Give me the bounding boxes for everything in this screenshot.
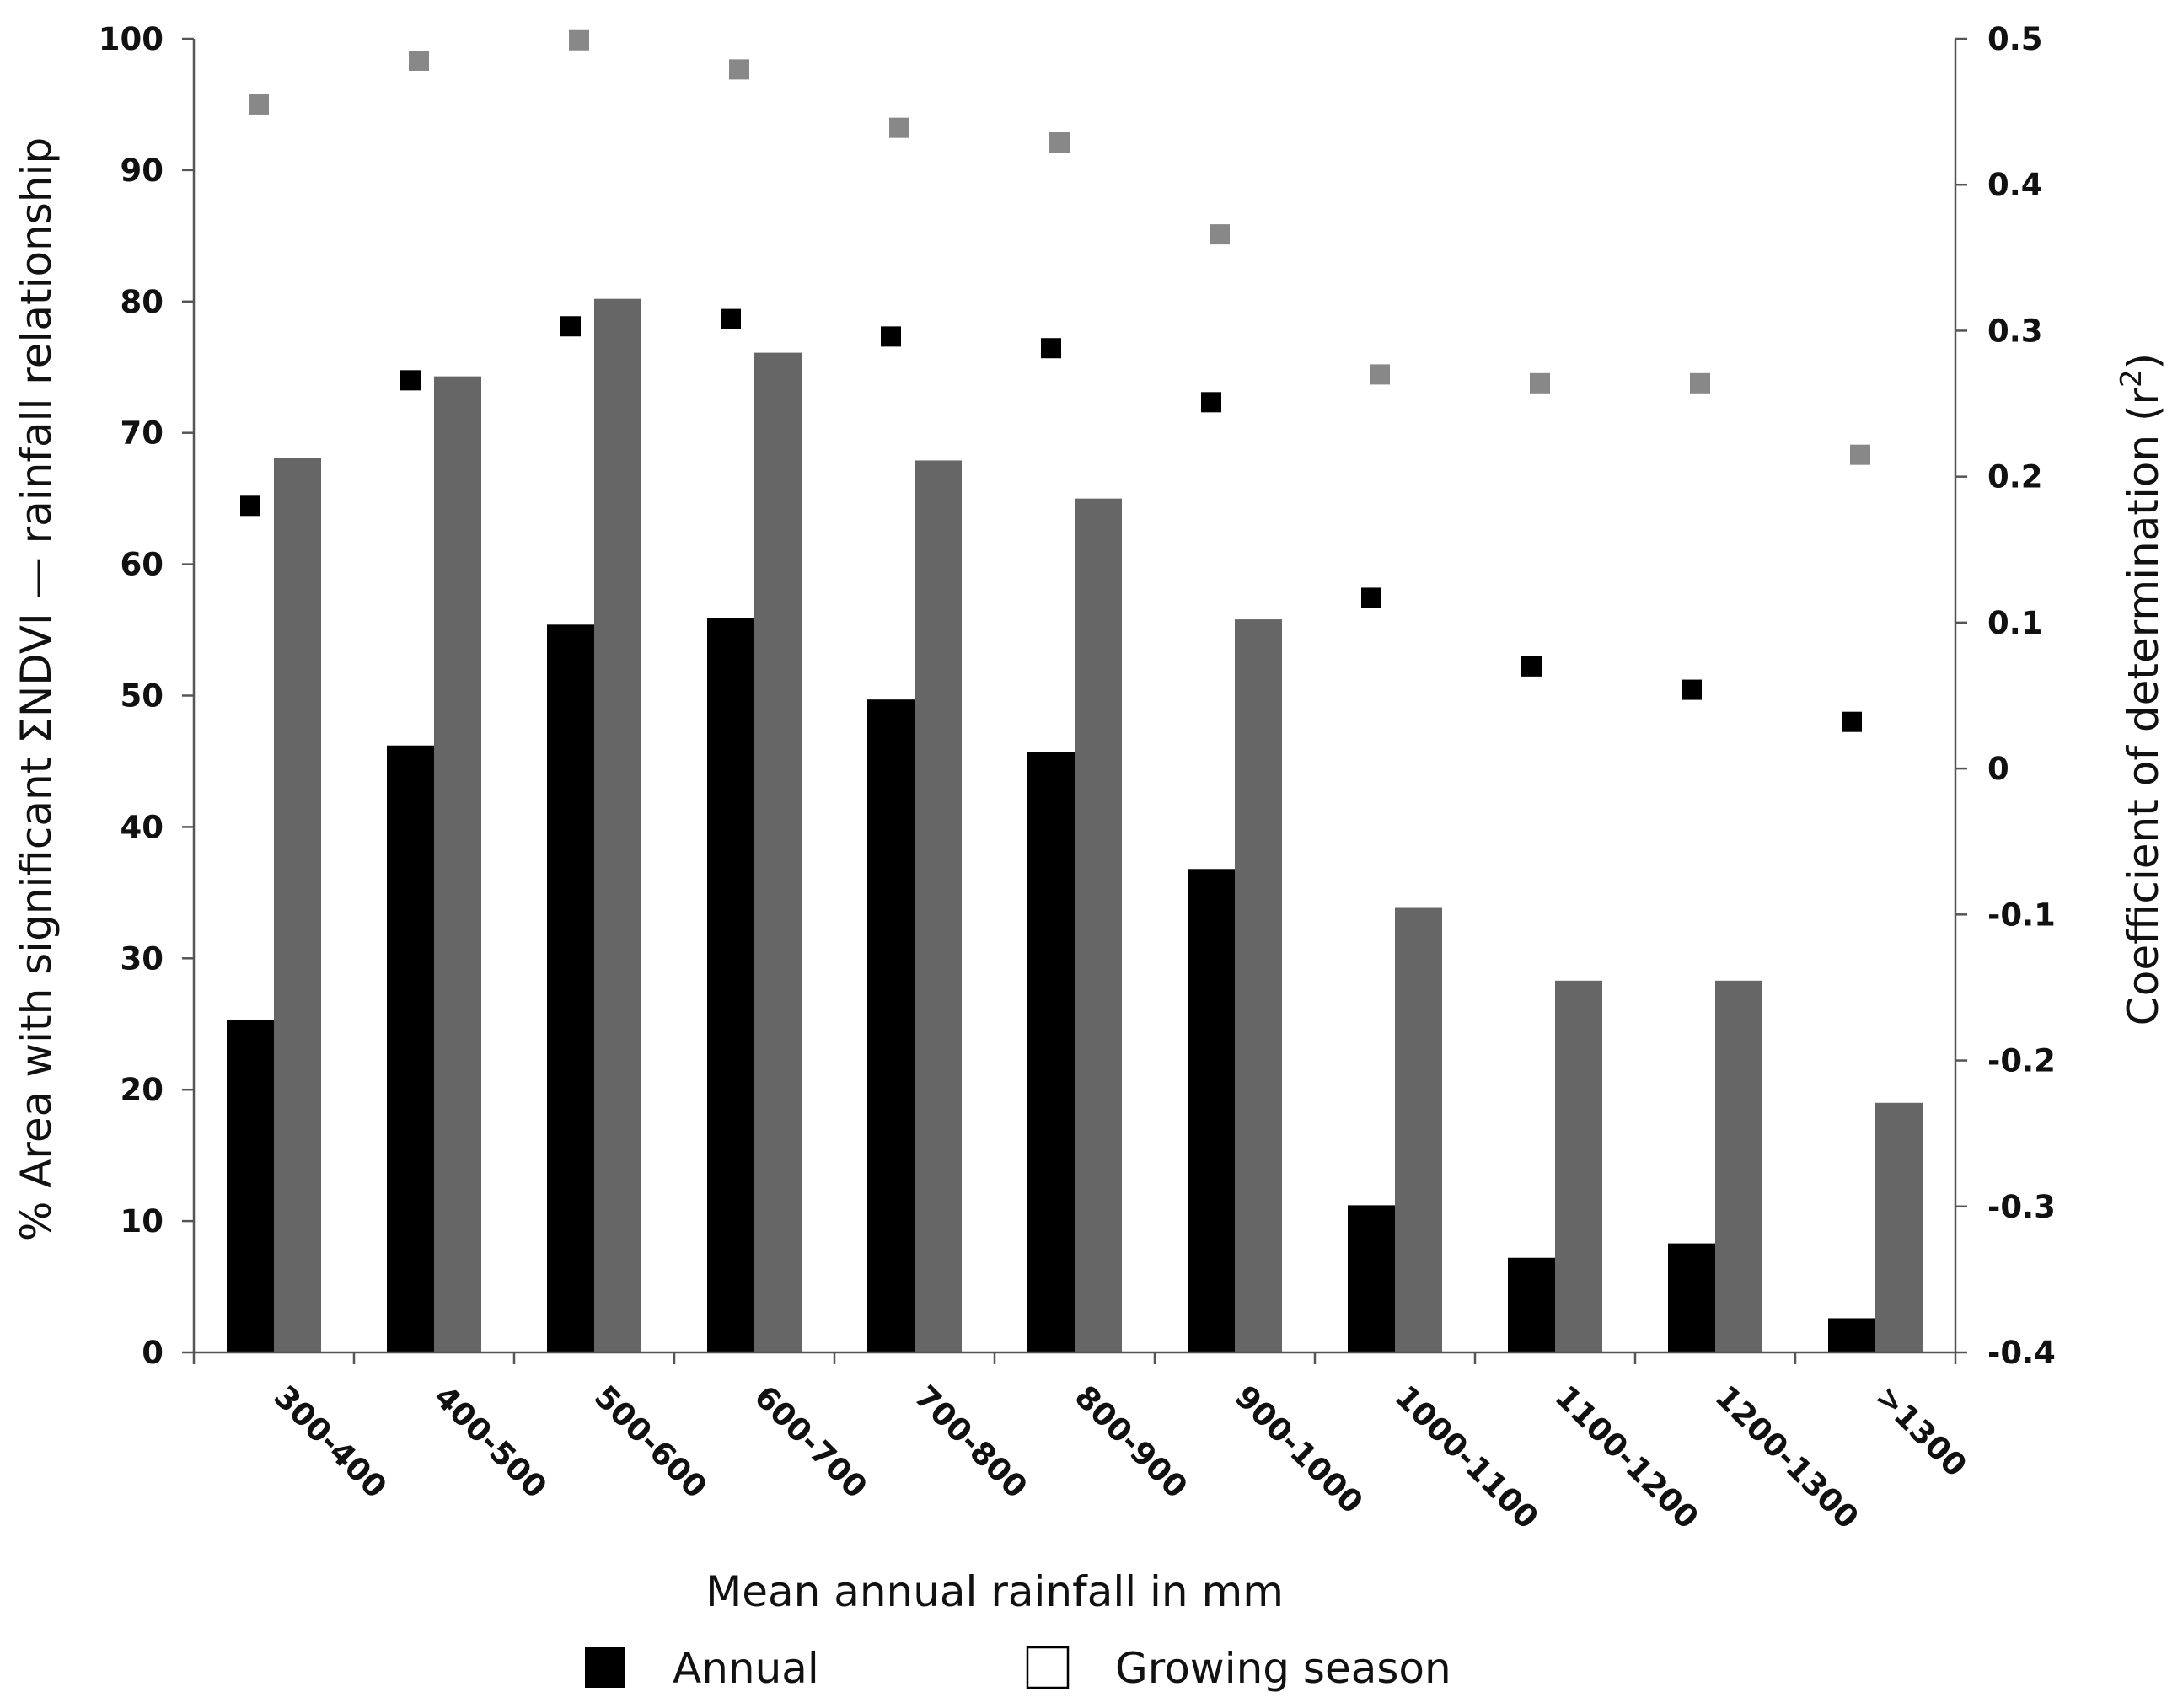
y-tick-label-10: 100 — [99, 21, 164, 57]
y-tick-label-8: 80 — [121, 284, 164, 320]
x-tick-label-3: 600-700 — [748, 1379, 874, 1505]
point-growing-season-7 — [1370, 364, 1390, 385]
bar-annual-2 — [547, 624, 594, 1352]
bar-annual-10 — [1828, 1318, 1875, 1352]
bar-annual-8 — [1508, 1257, 1555, 1352]
point-growing-season-8 — [1530, 372, 1550, 394]
point-growing-season-4 — [889, 117, 909, 138]
y-tick-label-2: 20 — [121, 1072, 164, 1108]
legend: Annual Growing season — [585, 1644, 1451, 1693]
x-tick-label-7: 1000-1100 — [1388, 1379, 1546, 1536]
legend-annual-label: Annual — [673, 1644, 819, 1693]
y-tick-label-1: 10 — [121, 1203, 164, 1240]
point-annual-3 — [721, 308, 741, 329]
y-tick-label-3: 30 — [121, 940, 164, 977]
bar-growing-season-6 — [1235, 619, 1282, 1352]
point-annual-4 — [881, 326, 901, 347]
point-growing-season-10 — [1850, 444, 1870, 465]
bar-annual-3 — [707, 618, 754, 1352]
x-tick-label-0: 300-400 — [267, 1379, 394, 1505]
y-tick-label-6: 60 — [121, 547, 164, 583]
bar-annual-5 — [1027, 752, 1075, 1352]
point-growing-season-9 — [1690, 372, 1710, 394]
point-growing-season-6 — [1210, 224, 1230, 245]
y2-tick-label-0: -0.4 — [1987, 1335, 2056, 1371]
plot-area — [227, 29, 1923, 1353]
y-axis-title: % Area with significant ΣNDVI — rainfall… — [12, 137, 61, 1241]
x-tick-label-8: 1100-1200 — [1548, 1379, 1706, 1536]
x-tick-label-1: 400-500 — [427, 1379, 554, 1505]
x-tick-label-6: 900-1000 — [1228, 1379, 1370, 1521]
y2-tick-label-5: 0.1 — [1987, 605, 2043, 641]
y2-tick-label-6: 0.2 — [1987, 459, 2043, 495]
bar-growing-season-5 — [1075, 498, 1122, 1352]
bar-growing-season-4 — [914, 460, 962, 1353]
y2-tick-label-4: 0 — [1987, 751, 2009, 787]
x-tick-label-2: 500-600 — [587, 1379, 714, 1505]
bar-growing-season-10 — [1875, 1102, 1923, 1352]
point-growing-season-1 — [409, 50, 429, 71]
bar-annual-1 — [387, 745, 434, 1352]
point-annual-8 — [1521, 656, 1542, 677]
bar-growing-season-7 — [1395, 907, 1442, 1352]
bar-annual-4 — [867, 699, 914, 1352]
legend-annual-marker — [585, 1647, 625, 1688]
bar-annual-7 — [1348, 1205, 1395, 1352]
y-tick-label-9: 90 — [121, 153, 164, 189]
point-annual-7 — [1361, 587, 1381, 608]
y2-tick-label-3: -0.1 — [1987, 897, 2056, 933]
x-tick-label-10: >1300 — [1869, 1379, 1974, 1484]
bar-growing-season-1 — [434, 376, 481, 1353]
x-tick-label-9: 1200-1300 — [1708, 1379, 1866, 1536]
bar-annual-6 — [1188, 869, 1235, 1352]
x-tick-label-4: 700-800 — [908, 1379, 1034, 1505]
point-annual-5 — [1041, 338, 1061, 359]
y-tick-label-4: 40 — [121, 809, 164, 845]
bar-growing-season-9 — [1715, 980, 1762, 1352]
bar-growing-season-2 — [594, 298, 641, 1352]
bar-growing-season-3 — [754, 352, 802, 1352]
legend-growing-season-marker — [1026, 1646, 1070, 1689]
point-annual-6 — [1201, 392, 1221, 413]
x-axis-title: Mean annual rainfall in mm — [705, 1567, 1284, 1616]
y2-tick-label-8: 0.4 — [1987, 167, 2043, 203]
bar-growing-season-0 — [274, 458, 321, 1352]
legend-growing-season-label: Growing season — [1115, 1644, 1451, 1693]
point-annual-2 — [560, 316, 581, 337]
bar-annual-9 — [1668, 1243, 1715, 1352]
point-growing-season-0 — [249, 94, 269, 115]
point-annual-0 — [240, 495, 260, 517]
y-tick-label-0: 0 — [142, 1335, 164, 1371]
y2-tick-label-7: 0.3 — [1987, 313, 2043, 349]
x-tick-label-5: 800-900 — [1068, 1379, 1194, 1505]
y2-axis-title: Coefficient of determination (r2) — [2115, 353, 2168, 1025]
point-growing-season-5 — [1049, 131, 1070, 153]
bar-growing-season-8 — [1555, 980, 1602, 1352]
point-annual-1 — [400, 370, 421, 391]
point-annual-10 — [1842, 711, 1862, 732]
y-tick-label-5: 50 — [121, 678, 164, 715]
point-growing-season-3 — [729, 59, 749, 80]
y-tick-label-7: 70 — [121, 415, 164, 452]
point-growing-season-2 — [569, 29, 589, 51]
y2-tick-label-9: 0.5 — [1987, 21, 2043, 57]
y2-tick-label-2: -0.2 — [1987, 1043, 2056, 1079]
y2-tick-label-1: -0.3 — [1987, 1189, 2056, 1225]
point-annual-9 — [1682, 679, 1702, 700]
bar-annual-0 — [227, 1020, 274, 1352]
